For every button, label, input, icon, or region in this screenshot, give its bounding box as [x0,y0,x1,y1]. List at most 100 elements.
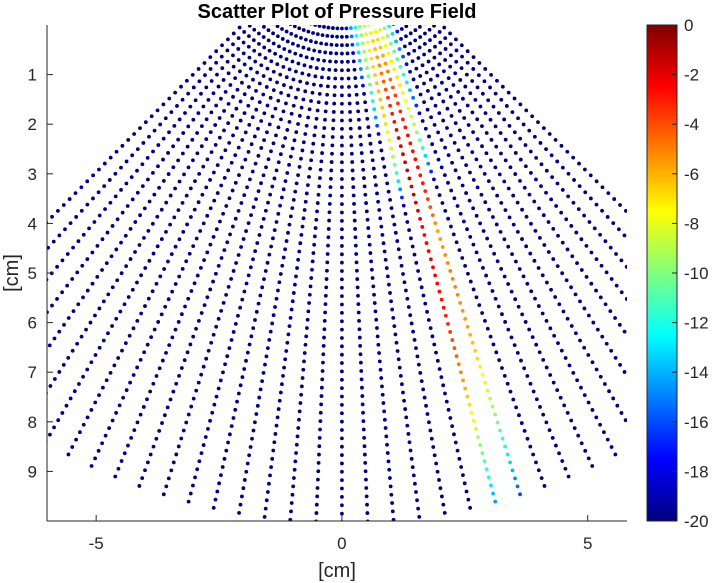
scatter-point [330,135,335,139]
scatter-point [268,95,273,100]
scatter-point [308,166,312,171]
scatter-point [348,110,352,114]
scatter-point [392,222,397,227]
scatter-point [522,366,527,371]
scatter-point [325,260,330,265]
scatter-point [428,428,433,433]
scatter-point [516,116,520,121]
scatter-point [364,486,369,490]
scatter-point [399,27,404,31]
scatter-point [130,197,135,202]
scatter-point [15,350,19,354]
scatter-point [374,183,378,188]
scatter-point [435,469,440,474]
scatter-point [340,436,344,441]
scatter-point [276,288,280,293]
scatter-point [427,134,431,139]
scatter-point [564,278,569,283]
scatter-point [571,370,576,375]
scatter-point [579,441,584,446]
scatter-point [246,44,251,49]
scatter-point [609,348,614,353]
scatter-point [170,289,175,294]
scatter-point [143,120,148,125]
scatter-point [304,334,309,339]
scatter-point [340,118,344,123]
scatter-point [340,244,344,248]
scatter-point [294,274,298,279]
scatter-point [380,392,385,397]
scatter-point [270,114,275,119]
scatter-point [441,99,446,104]
scatter-point [532,134,537,139]
scatter-point [408,313,413,318]
scatter-point [448,133,453,138]
scatter-point [425,89,430,93]
scatter-point [238,383,243,388]
scatter-point [245,185,249,190]
scatter-point [406,106,411,111]
scatter-point [523,164,528,169]
scatter-point [93,400,98,405]
scatter-point [571,200,576,205]
scatter-point [351,185,356,190]
scatter-point [364,32,368,37]
scatter-point [325,33,330,38]
scatter-point [163,116,168,121]
scatter-point [537,350,542,355]
scatter-point [216,386,221,391]
scatter-point [340,444,344,449]
scatter-point [544,280,549,285]
scatter-point [281,144,285,149]
scatter-point [536,468,541,473]
scatter-point [205,157,210,162]
scatter-point [632,433,636,437]
scatter-point [340,235,344,240]
scatter-point [246,103,251,108]
scatter-point [423,25,426,26]
scatter-point [289,31,294,36]
scatter-point [290,146,295,151]
scatter-point [238,69,242,74]
scatter-point [219,183,224,188]
scatter-point [630,215,634,219]
scatter-point [79,185,84,190]
scatter-point [162,413,167,418]
scatter-point [185,222,189,227]
scatter-point [319,385,324,390]
scatter-point [355,285,360,290]
scatter-point [511,222,516,227]
scatter-point [160,421,164,425]
scatter-point [524,108,529,113]
scatter-point [394,39,398,44]
scatter-point [392,324,397,329]
scatter-point [588,196,593,201]
scatter-point [534,460,538,465]
scatter-point [318,167,323,172]
scatter-point [550,435,555,440]
scatter-point [391,85,395,90]
scatter-point [385,451,390,455]
scatter-point [233,180,238,185]
scatter-point [583,190,588,195]
scatter-point [268,473,272,478]
scatter-point [47,277,49,282]
scatter-point [630,271,634,275]
scatter-point [20,343,24,347]
scatter-point [327,218,331,223]
scatter-point [140,476,145,480]
scatter-point [258,387,263,392]
scatter-point [452,196,457,201]
scatter-point [351,51,355,55]
scatter-point [130,287,135,292]
scatter-point [316,469,321,474]
scatter-point [256,31,261,36]
scatter-point [510,468,515,473]
scatter-point [240,494,244,499]
scatter-point [328,51,333,55]
scatter-point [389,206,394,211]
scatter-point [455,292,460,297]
scatter-point [329,42,334,47]
scatter-point [85,179,90,184]
scatter-point [85,415,90,420]
